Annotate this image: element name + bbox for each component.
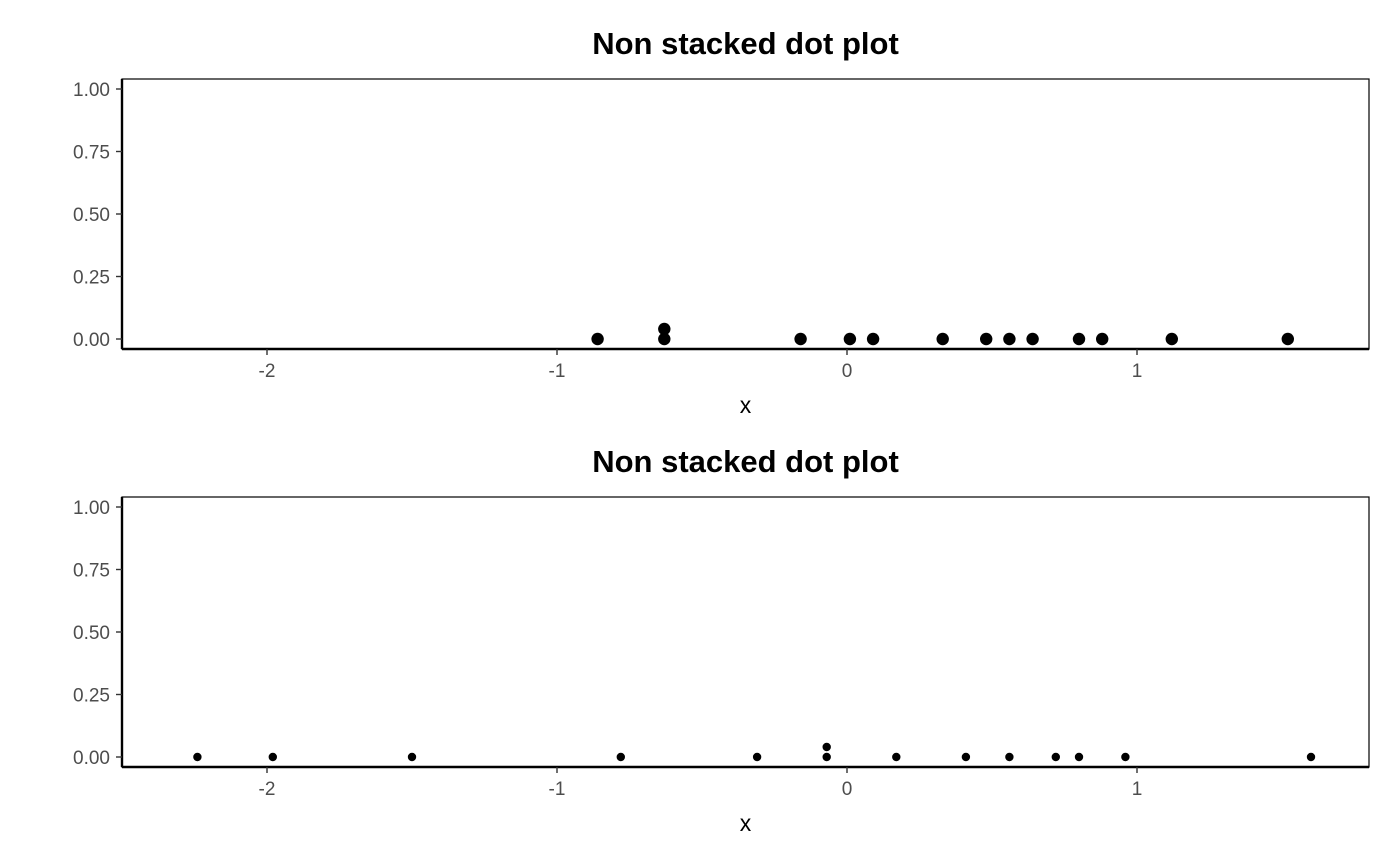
- y-tick-label: 1.00: [73, 498, 110, 519]
- x-tick-label: 1: [1132, 361, 1143, 382]
- x-tick-label: 0: [842, 361, 853, 382]
- data-point: [1003, 332, 1016, 346]
- y-tick-label: 0.25: [73, 686, 110, 707]
- x-tick-label: 1: [1132, 779, 1143, 800]
- plot-panel-1: Non stacked dot plot 0.00 0.25 0.50 0.75 1.00…: [73, 26, 1370, 418]
- data-point: [268, 752, 277, 762]
- data-point: [822, 752, 831, 762]
- data-point: [936, 332, 949, 346]
- panel-border: [121, 78, 1370, 350]
- data-point: [1121, 752, 1130, 762]
- y-tick-label: 0.75: [73, 561, 110, 582]
- data-point: [1026, 332, 1039, 346]
- data-point: [407, 752, 417, 762]
- panel-border: [121, 496, 1370, 768]
- data-point: [1096, 332, 1109, 346]
- data-point: [794, 332, 807, 346]
- x-tick-label: -2: [259, 361, 276, 382]
- y-tick-label: 0.50: [73, 623, 110, 644]
- data-point: [1165, 332, 1179, 346]
- x-tick-label: -1: [549, 779, 566, 800]
- y-tick-label: 0.00: [73, 330, 110, 351]
- y-tick-label: 0.25: [73, 268, 110, 289]
- chart-title: Non stacked dot plot: [592, 444, 899, 479]
- data-point: [961, 752, 971, 762]
- y-tick-label: 0.75: [73, 143, 110, 164]
- plot-panel-2: Non stacked dot plot 0.00 0.25 0.50 0.75 1.00…: [73, 444, 1370, 836]
- data-point: [1281, 332, 1295, 346]
- data-point: [1306, 752, 1316, 762]
- data-point: [658, 322, 671, 336]
- data-point: [193, 752, 202, 762]
- x-axis-title: x: [740, 810, 752, 836]
- data-point: [822, 742, 831, 752]
- data-point: [843, 332, 857, 346]
- data-point: [866, 332, 880, 346]
- data-point: [980, 332, 993, 346]
- y-tick-label: 0.00: [73, 748, 110, 769]
- data-point: [616, 752, 625, 762]
- data-point: [1074, 752, 1084, 762]
- data-point: [1005, 752, 1014, 762]
- data-point: [752, 752, 762, 762]
- x-axis-title: x: [740, 392, 752, 418]
- data-point: [1072, 332, 1086, 346]
- chart-title: Non stacked dot plot: [592, 26, 899, 61]
- y-tick-label: 0.50: [73, 205, 110, 226]
- y-tick-label: 1.00: [73, 80, 110, 101]
- x-tick-label: -2: [259, 779, 276, 800]
- data-point: [892, 752, 901, 762]
- data-point: [658, 332, 671, 346]
- data-point: [591, 332, 604, 346]
- data-point: [1051, 752, 1061, 762]
- x-tick-label: 0: [842, 779, 853, 800]
- x-tick-label: -1: [549, 361, 566, 382]
